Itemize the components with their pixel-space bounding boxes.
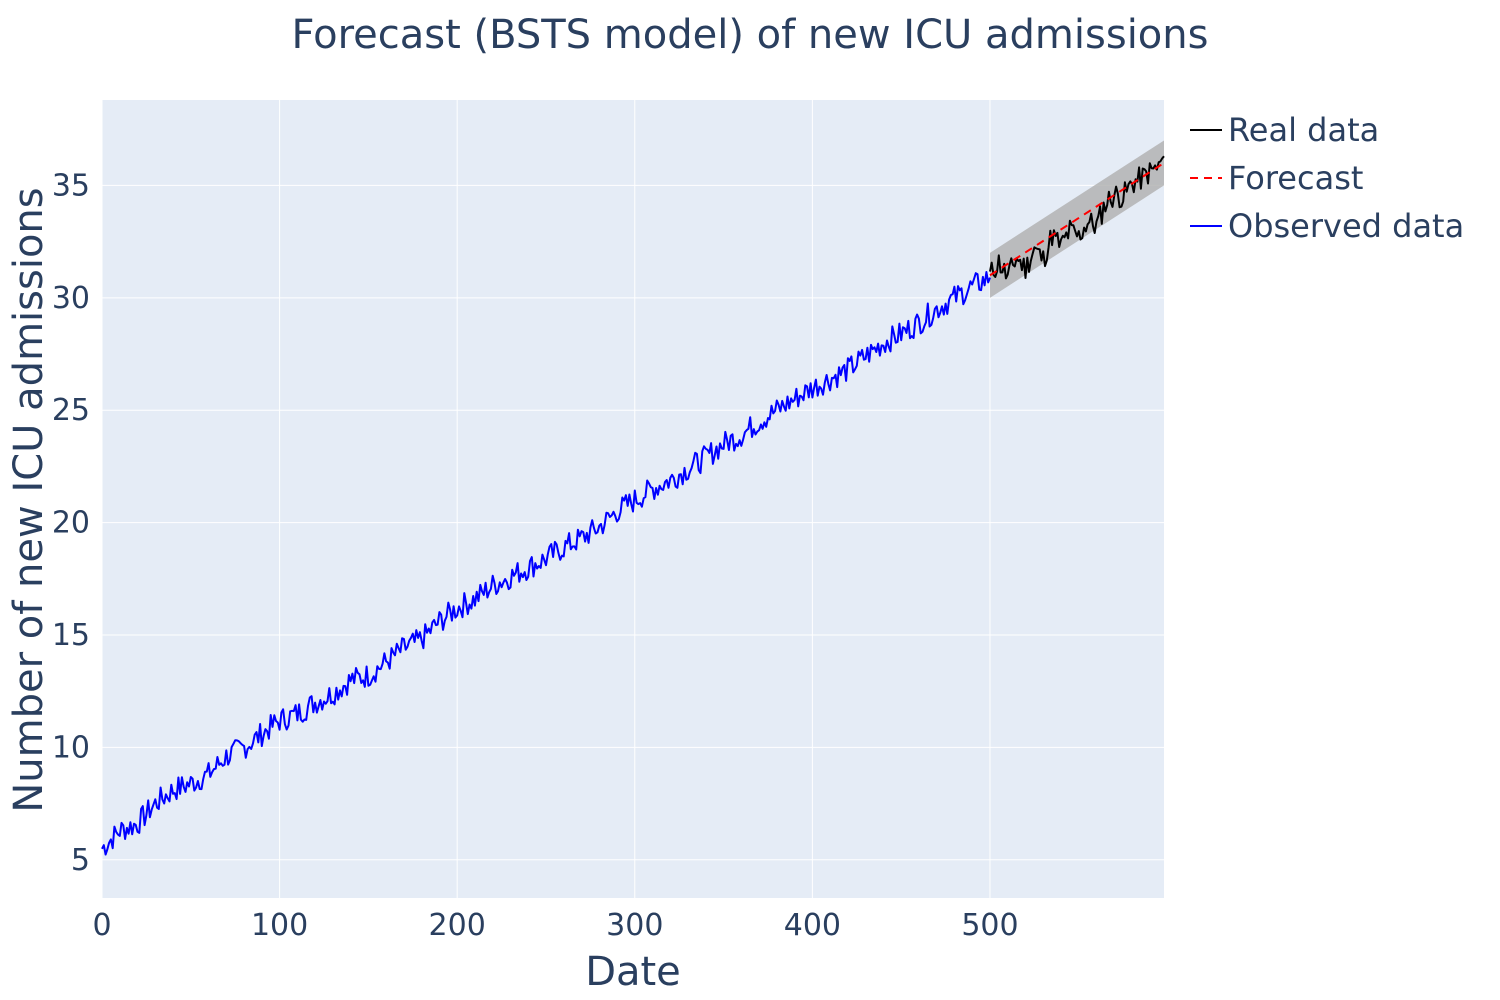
plot-area	[102, 100, 1164, 898]
y-tick-label: 35	[52, 168, 90, 203]
series-forecast	[989, 162, 1165, 277]
x-tick-label: 200	[429, 908, 486, 943]
x-tick-label: 500	[961, 908, 1018, 943]
legend-label: Real data	[1228, 111, 1379, 149]
legend-item[interactable]: Observed data	[1190, 207, 1464, 245]
legend-item[interactable]: Forecast	[1190, 159, 1363, 197]
y-tick-label: 10	[52, 730, 90, 765]
y-tick-label: 15	[52, 618, 90, 653]
series-observed-data	[101, 271, 991, 856]
y-tick-label: 30	[52, 281, 90, 316]
gridlines	[101, 100, 1164, 898]
series-real-data	[989, 155, 1165, 280]
y-tick-label: 25	[52, 393, 90, 428]
y-axis-ticks: 5 10 15 20 25 30 35	[52, 168, 90, 877]
y-tick-label: 5	[71, 843, 90, 878]
x-axis-title: Date	[585, 949, 681, 995]
legend-label: Forecast	[1228, 159, 1363, 197]
chart-title: Forecast (BSTS model) of new ICU admissi…	[292, 12, 1209, 58]
x-tick-label: 400	[784, 908, 841, 943]
series-layer	[101, 155, 1165, 856]
x-tick-label: 100	[251, 908, 308, 943]
x-tick-label: 300	[606, 908, 663, 943]
legend: Real data Forecast Observed data	[1190, 111, 1464, 245]
x-tick-label: 0	[92, 908, 111, 943]
legend-label: Observed data	[1228, 207, 1464, 245]
y-tick-label: 20	[52, 506, 90, 541]
y-axis-title: Number of new ICU admissions	[6, 187, 52, 812]
legend-item[interactable]: Real data	[1190, 111, 1379, 149]
x-axis-ticks: 0 100 200 300 400 500	[92, 908, 1018, 943]
